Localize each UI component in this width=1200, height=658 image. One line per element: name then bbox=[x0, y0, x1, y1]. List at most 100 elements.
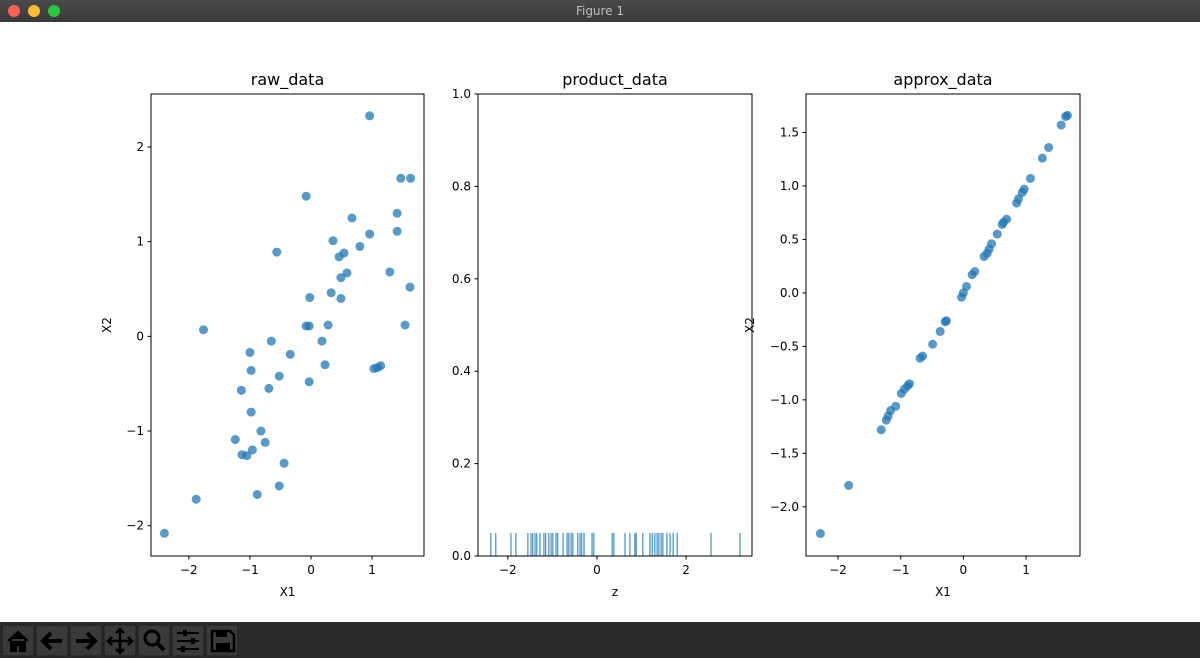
x-tick-label: −2 bbox=[499, 563, 517, 577]
x-tick-label: −2 bbox=[180, 563, 198, 577]
scatter-point bbox=[928, 339, 938, 349]
scatter-point bbox=[962, 282, 972, 291]
scatter-point bbox=[328, 236, 338, 246]
forward-button[interactable] bbox=[69, 624, 103, 657]
x-tick-label: −2 bbox=[829, 563, 847, 577]
x-axis-label: X1 bbox=[280, 585, 296, 599]
zoom-rect-button[interactable] bbox=[137, 624, 171, 657]
scatter-point bbox=[376, 361, 386, 371]
configure-button[interactable] bbox=[171, 624, 205, 657]
axes-frame bbox=[477, 93, 753, 557]
scatter-point bbox=[1025, 173, 1035, 183]
scatter-point bbox=[904, 379, 914, 389]
y-tick-label: −1 bbox=[126, 424, 144, 438]
x-tick-label: 1 bbox=[1022, 563, 1030, 577]
x-tick-label: −1 bbox=[892, 563, 910, 577]
scatter-point bbox=[266, 336, 276, 346]
y-tick-label: 0 bbox=[136, 329, 144, 343]
zoom-button[interactable] bbox=[48, 5, 60, 17]
figure bbox=[0, 22, 1200, 622]
close-button[interactable] bbox=[8, 5, 20, 17]
y-tick-label: 0.0 bbox=[452, 549, 471, 563]
scatter-point bbox=[987, 239, 997, 249]
title-bar bbox=[0, 0, 1200, 22]
save-button[interactable] bbox=[205, 624, 239, 657]
y-tick-label: −2 bbox=[126, 519, 144, 533]
scatter-point bbox=[1019, 184, 1029, 194]
scatter-point bbox=[285, 349, 295, 359]
scatter-point bbox=[317, 336, 327, 346]
y-tick-label: 1 bbox=[136, 235, 144, 249]
scatter-point bbox=[256, 426, 266, 436]
scatter-point bbox=[355, 241, 365, 251]
scatter-point bbox=[392, 226, 402, 236]
scatter-point bbox=[279, 458, 289, 468]
y-tick-label: 0.0 bbox=[780, 286, 799, 300]
scatter-point bbox=[347, 213, 357, 223]
scatter-point bbox=[365, 111, 375, 121]
scatter-point bbox=[385, 267, 395, 277]
scatter-point bbox=[246, 407, 256, 417]
x-tick-label: 0 bbox=[960, 563, 968, 577]
scatter-point bbox=[891, 401, 901, 411]
scatter-point bbox=[365, 229, 375, 239]
scatter-point bbox=[260, 437, 270, 447]
scatter-point bbox=[1044, 142, 1054, 152]
scatter-point bbox=[159, 528, 169, 538]
y-tick-label: 0.8 bbox=[452, 179, 471, 193]
home-button[interactable] bbox=[1, 624, 35, 657]
y-tick-label: −1.0 bbox=[770, 393, 799, 407]
scatter-point bbox=[935, 326, 945, 336]
scatter-point bbox=[326, 288, 336, 298]
scatter-point bbox=[247, 445, 257, 455]
scatter-point bbox=[304, 321, 314, 331]
scatter-point bbox=[815, 529, 825, 539]
scatter-point bbox=[320, 360, 330, 370]
scatter-point bbox=[274, 371, 284, 381]
scatter-point bbox=[245, 347, 255, 357]
scatter-point bbox=[400, 320, 410, 330]
scatter-point bbox=[970, 267, 980, 277]
scatter-point bbox=[918, 351, 928, 361]
y-tick-label: −0.5 bbox=[770, 339, 799, 353]
y-tick-label: 0.5 bbox=[780, 232, 799, 246]
axes-frame bbox=[150, 93, 425, 557]
scatter-point bbox=[844, 480, 854, 490]
scatter-point bbox=[992, 229, 1002, 239]
y-tick-label: 0.6 bbox=[452, 272, 471, 286]
scatter-point bbox=[236, 385, 246, 395]
subplot-title: raw_data bbox=[251, 70, 325, 90]
back-button[interactable] bbox=[35, 624, 69, 657]
pan-button[interactable] bbox=[103, 624, 137, 657]
y-tick-label: 1.0 bbox=[780, 179, 799, 193]
minimize-button[interactable] bbox=[28, 5, 40, 17]
scatter-point bbox=[941, 316, 951, 326]
scatter-point bbox=[304, 377, 314, 387]
scatter-point bbox=[406, 173, 416, 183]
scatter-point bbox=[342, 268, 352, 278]
x-axis-label: z bbox=[612, 585, 618, 599]
scatter-point bbox=[199, 325, 209, 335]
y-tick-label: 1.5 bbox=[780, 126, 799, 140]
x-axis-label: X1 bbox=[935, 585, 951, 599]
scatter-point bbox=[876, 425, 886, 435]
subplot-title: product_data bbox=[562, 70, 668, 90]
x-tick-label: 0 bbox=[593, 563, 601, 577]
scatter-point bbox=[272, 247, 282, 257]
scatter-point bbox=[339, 248, 349, 258]
x-tick-label: 0 bbox=[307, 563, 315, 577]
scatter-point bbox=[1062, 110, 1072, 120]
y-tick-label: 0.4 bbox=[452, 364, 471, 378]
scatter-point bbox=[336, 293, 346, 303]
scatter-point bbox=[242, 451, 252, 461]
y-axis-label: X2 bbox=[743, 317, 757, 333]
scatter-point bbox=[323, 320, 333, 330]
y-tick-label: 1.0 bbox=[452, 87, 471, 101]
y-axis-label: X2 bbox=[100, 317, 114, 333]
scatter-point bbox=[392, 208, 402, 218]
axes-frame bbox=[805, 93, 1081, 557]
x-tick-label: −1 bbox=[241, 563, 259, 577]
subplot: −2 −1 0 1 −2 −1 0 1 2 raw_data X1 X2 bbox=[100, 70, 425, 599]
